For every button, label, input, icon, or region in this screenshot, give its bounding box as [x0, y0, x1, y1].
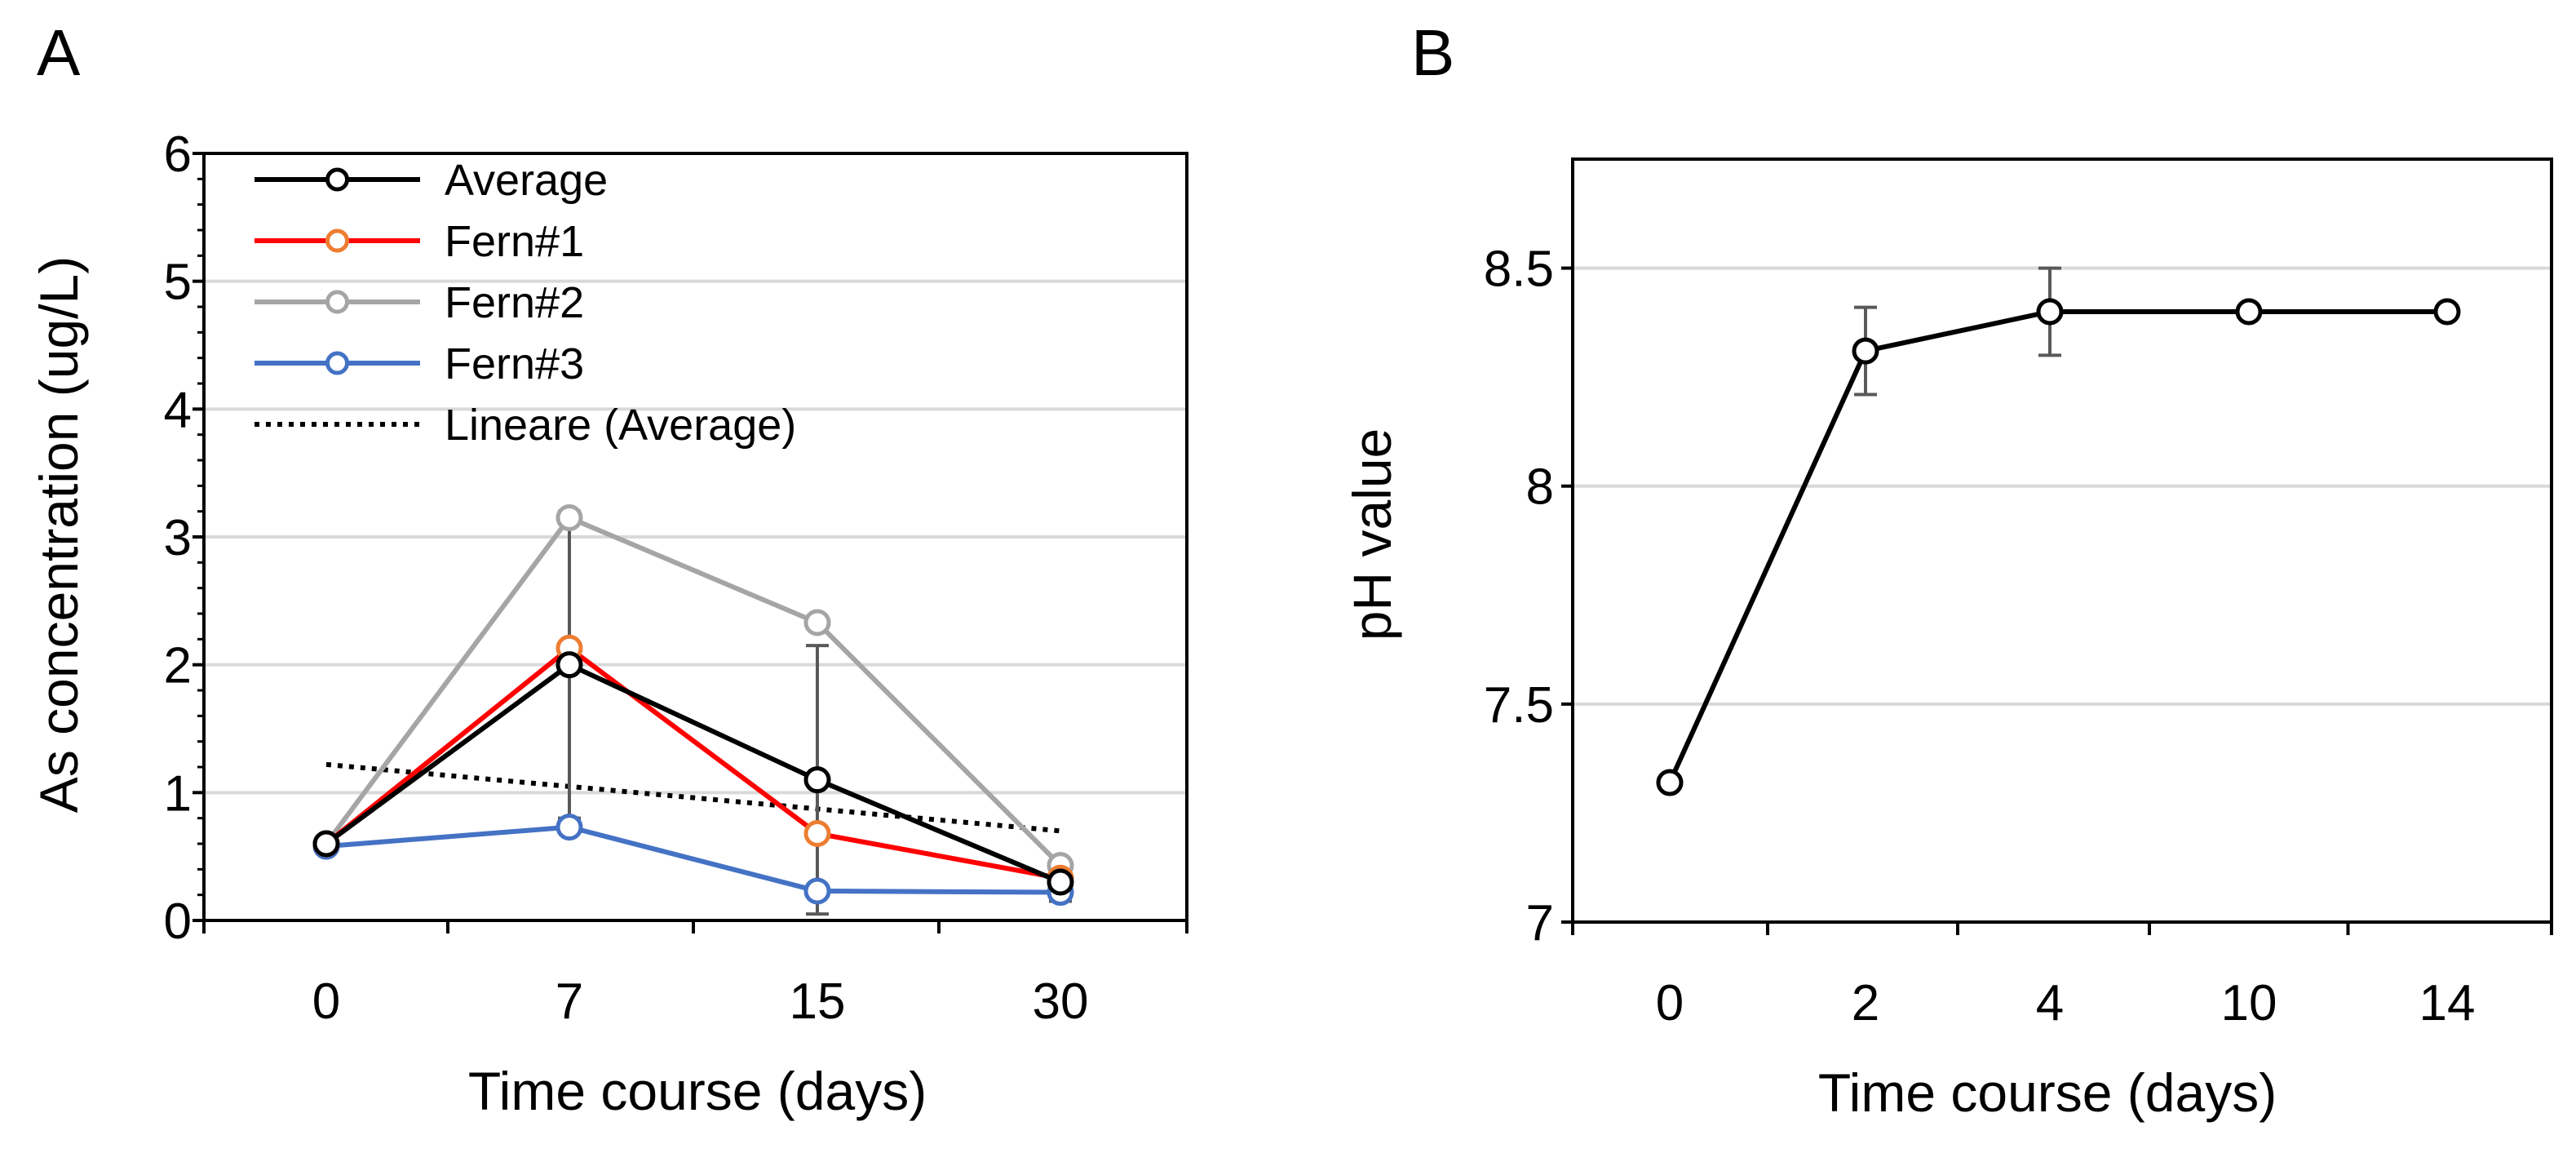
panel-a-tick-labels: 0 1 2 3 4 5 6 0 7 15 30 — [164, 126, 1089, 1030]
b-y-tick-label: 7.5 — [1484, 677, 1554, 734]
legend-swatch-marker — [325, 351, 349, 375]
panel-a-x-axis-title: Time course (days) — [468, 1061, 927, 1121]
b-point-series-0 — [1656, 769, 1684, 796]
a-y-tick-label: 4 — [164, 382, 192, 438]
panel-a-trendline — [325, 761, 1061, 834]
b-line-series — [1667, 309, 2447, 784]
panel-a-gridlines — [204, 279, 1187, 795]
b-y-tick-label: 8.5 — [1484, 242, 1554, 298]
a-point-fern-2-15 — [803, 609, 831, 636]
a-line-fern-2 — [324, 515, 1063, 867]
b-point-series-2 — [1852, 337, 1879, 365]
a-y-tick-label: 5 — [164, 255, 192, 311]
legend-item-fern-1: Fern#1 — [255, 217, 584, 266]
a-plot-frame — [202, 152, 1188, 922]
a-x-tick-label-0: 0 — [312, 973, 340, 1030]
a-line-fern-1 — [325, 645, 1061, 881]
a-y-tick-label: 6 — [164, 126, 192, 183]
panel-a-series — [312, 504, 1074, 907]
panel-a: A 0 1 2 3 4 5 6 0 7 15 30 Time course (days) As co… — [29, 16, 1188, 1121]
b-plot-frame — [1571, 157, 2553, 924]
b-x-tick-label-2: 2 — [1852, 975, 1879, 1031]
a-point-average-30 — [1047, 868, 1074, 896]
a-point-fern-3-7 — [555, 814, 583, 841]
a-line-fern-3 — [325, 824, 1061, 895]
a-series-average — [312, 651, 1074, 896]
panel-b-y-axis-title: pH value — [1342, 428, 1402, 641]
a-trendline-line — [325, 761, 1061, 834]
b-x-tick-label-4: 4 — [2036, 975, 2064, 1031]
panel-b-letter: B — [1411, 16, 1454, 89]
panel-a-axes — [193, 152, 1188, 933]
a-point-average-0 — [312, 830, 340, 858]
panel-b-axes — [1561, 157, 2553, 935]
panel-a-legend: Average Fern#1 Fern#2 Fern#3 Lineare (Averag… — [255, 156, 796, 450]
legend-label: Fern#2 — [445, 278, 584, 327]
b-x-tick-label-0: 0 — [1656, 975, 1684, 1031]
panel-b: B 7 7.5 8 8.5 0 2 4 10 14 Time course (days) pH … — [1342, 16, 2553, 1123]
b-x-tick-label-10: 10 — [2221, 975, 2277, 1031]
a-point-fern-1-15 — [803, 819, 831, 847]
panel-b-series — [1656, 298, 2461, 796]
b-point-series-4 — [2036, 298, 2064, 326]
panel-a-y-axis-title: As concentration (ug/L) — [29, 256, 89, 813]
a-y-tick-label: 1 — [164, 765, 192, 822]
a-point-average-15 — [803, 766, 831, 794]
a-line-average — [325, 662, 1062, 885]
a-point-fern-3-15 — [803, 877, 831, 905]
panel-b-x-axis-title: Time course (days) — [1818, 1062, 2277, 1123]
legend-item-average: Average — [255, 156, 608, 205]
legend-item-lineare-average: Lineare (Average) — [255, 401, 796, 450]
legend-swatch-marker — [325, 228, 349, 253]
b-y-tick-label: 7 — [1526, 895, 1554, 951]
panel-b-tick-labels: 7 7.5 8 8.5 0 2 4 10 14 — [1484, 242, 2476, 1031]
a-x-tick-label-15: 15 — [790, 973, 846, 1030]
legend-label: Lineare (Average) — [445, 401, 796, 450]
b-point-series-14 — [2433, 298, 2461, 326]
a-x-tick-label-7: 7 — [555, 973, 583, 1030]
a-point-fern-2-7 — [555, 504, 583, 531]
legend-label: Fern#3 — [445, 339, 584, 388]
b-series-series — [1656, 298, 2461, 796]
a-y-tick-label: 3 — [164, 510, 192, 566]
a-x-tick-label-30: 30 — [1033, 973, 1089, 1030]
legend-swatch-marker — [325, 167, 349, 192]
b-point-series-10 — [2235, 298, 2263, 326]
a-point-average-7 — [555, 651, 583, 679]
b-x-tick-label-14: 14 — [2419, 975, 2476, 1031]
b-y-tick-label: 8 — [1526, 459, 1554, 516]
panel-b-gridlines — [1573, 266, 2552, 706]
legend-label: Fern#1 — [445, 217, 584, 266]
panel-a-letter: A — [37, 16, 81, 89]
a-series-fern-2 — [312, 504, 1074, 880]
legend-item-fern-3: Fern#3 — [255, 339, 584, 388]
legend-item-fern-2: Fern#2 — [255, 278, 584, 327]
legend-swatch-marker — [325, 290, 349, 314]
legend-label: Average — [445, 156, 608, 205]
a-y-tick-label: 2 — [164, 638, 192, 694]
a-y-tick-label: 0 — [164, 894, 192, 950]
